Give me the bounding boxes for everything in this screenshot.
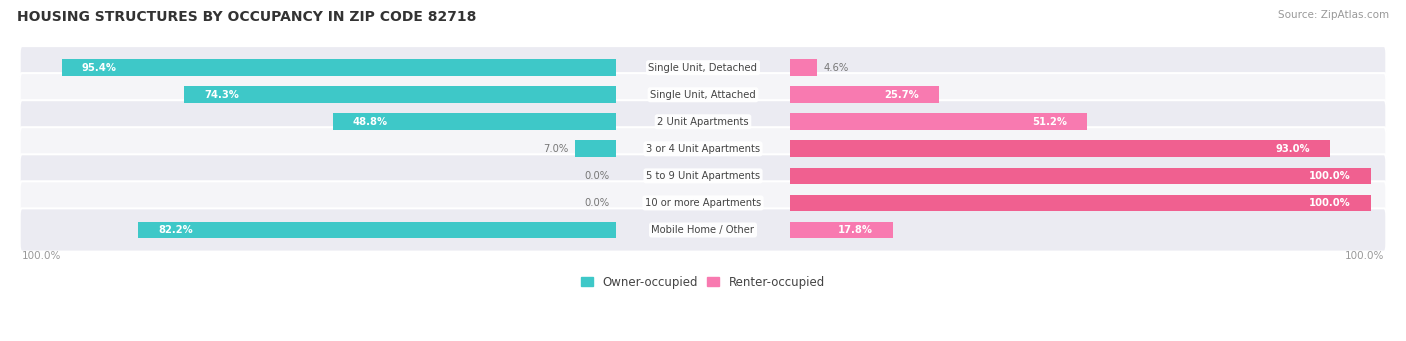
Bar [790, 195, 1371, 211]
FancyBboxPatch shape [20, 181, 1386, 225]
Text: 82.2%: 82.2% [159, 225, 193, 235]
Text: Single Unit, Detached: Single Unit, Detached [648, 63, 758, 73]
Bar [333, 114, 616, 130]
Text: HOUSING STRUCTURES BY OCCUPANCY IN ZIP CODE 82718: HOUSING STRUCTURES BY OCCUPANCY IN ZIP C… [17, 10, 477, 24]
Text: 17.8%: 17.8% [838, 225, 873, 235]
Text: 4.6%: 4.6% [824, 63, 848, 73]
Text: 100.0%: 100.0% [1346, 251, 1385, 261]
Text: 74.3%: 74.3% [204, 90, 239, 100]
Bar [790, 86, 939, 103]
Bar [790, 222, 893, 238]
Text: 0.0%: 0.0% [585, 171, 609, 181]
Text: 48.8%: 48.8% [353, 117, 388, 127]
Text: Single Unit, Attached: Single Unit, Attached [650, 90, 756, 100]
FancyBboxPatch shape [20, 73, 1386, 116]
Text: Mobile Home / Other: Mobile Home / Other [651, 225, 755, 235]
Bar [138, 222, 616, 238]
FancyBboxPatch shape [20, 46, 1386, 89]
Bar [62, 59, 616, 76]
Bar [575, 140, 616, 157]
Text: 95.4%: 95.4% [82, 63, 117, 73]
Bar [790, 167, 1371, 184]
Text: 0.0%: 0.0% [585, 198, 609, 208]
Bar [790, 114, 1087, 130]
Text: 100.0%: 100.0% [1309, 171, 1351, 181]
Legend: Owner-occupied, Renter-occupied: Owner-occupied, Renter-occupied [581, 276, 825, 289]
Text: Source: ZipAtlas.com: Source: ZipAtlas.com [1278, 10, 1389, 20]
Text: 93.0%: 93.0% [1275, 144, 1310, 154]
Text: 2 Unit Apartments: 2 Unit Apartments [657, 117, 749, 127]
Text: 51.2%: 51.2% [1032, 117, 1067, 127]
FancyBboxPatch shape [20, 100, 1386, 144]
Text: 100.0%: 100.0% [21, 251, 60, 261]
Text: 100.0%: 100.0% [1309, 198, 1351, 208]
Bar [790, 140, 1330, 157]
Bar [790, 59, 817, 76]
FancyBboxPatch shape [20, 154, 1386, 197]
Text: 10 or more Apartments: 10 or more Apartments [645, 198, 761, 208]
Text: 7.0%: 7.0% [544, 144, 569, 154]
FancyBboxPatch shape [20, 127, 1386, 170]
Text: 25.7%: 25.7% [884, 90, 920, 100]
Text: 3 or 4 Unit Apartments: 3 or 4 Unit Apartments [645, 144, 761, 154]
FancyBboxPatch shape [20, 208, 1386, 252]
Bar [184, 86, 616, 103]
Text: 5 to 9 Unit Apartments: 5 to 9 Unit Apartments [645, 171, 761, 181]
